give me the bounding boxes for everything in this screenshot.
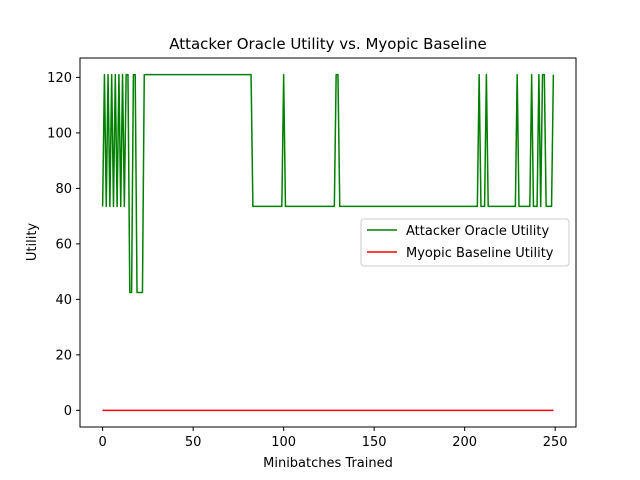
x-tick-label: 0: [98, 435, 106, 450]
legend: Attacker Oracle Utility Myopic Baseline …: [360, 218, 570, 267]
y-tick-label: 0: [64, 404, 72, 419]
y-axis-label: Utility: [25, 223, 40, 262]
y-tick-label: 100: [47, 126, 72, 141]
y-tick-label: 80: [55, 182, 72, 197]
x-tick-label: 50: [185, 435, 202, 450]
x-tick-label: 150: [362, 435, 387, 450]
x-tick-label: 100: [271, 435, 296, 450]
x-axis-label: Minibatches Trained: [263, 456, 393, 471]
chart-title: Attacker Oracle Utility vs. Myopic Basel…: [169, 35, 487, 53]
y-tick-label: 40: [55, 293, 72, 308]
legend-box: [360, 218, 570, 267]
y-tick-label: 20: [55, 348, 72, 363]
legend-label-myopic: Myopic Baseline Utility: [406, 246, 554, 261]
y-tick-label: 60: [55, 237, 72, 252]
y-tick-label: 120: [47, 71, 72, 86]
plot-area: [101, 73, 555, 412]
x-tick-label: 250: [543, 435, 568, 450]
series-line-0: [101, 73, 555, 294]
plot-frame: [79, 57, 577, 428]
axis-ticks: 0 50 100 150 200 250 0 20 40 60 80 100 120: [47, 71, 567, 450]
legend-label-attacker: Attacker Oracle Utility: [406, 224, 549, 239]
x-tick-label: 200: [452, 435, 477, 450]
